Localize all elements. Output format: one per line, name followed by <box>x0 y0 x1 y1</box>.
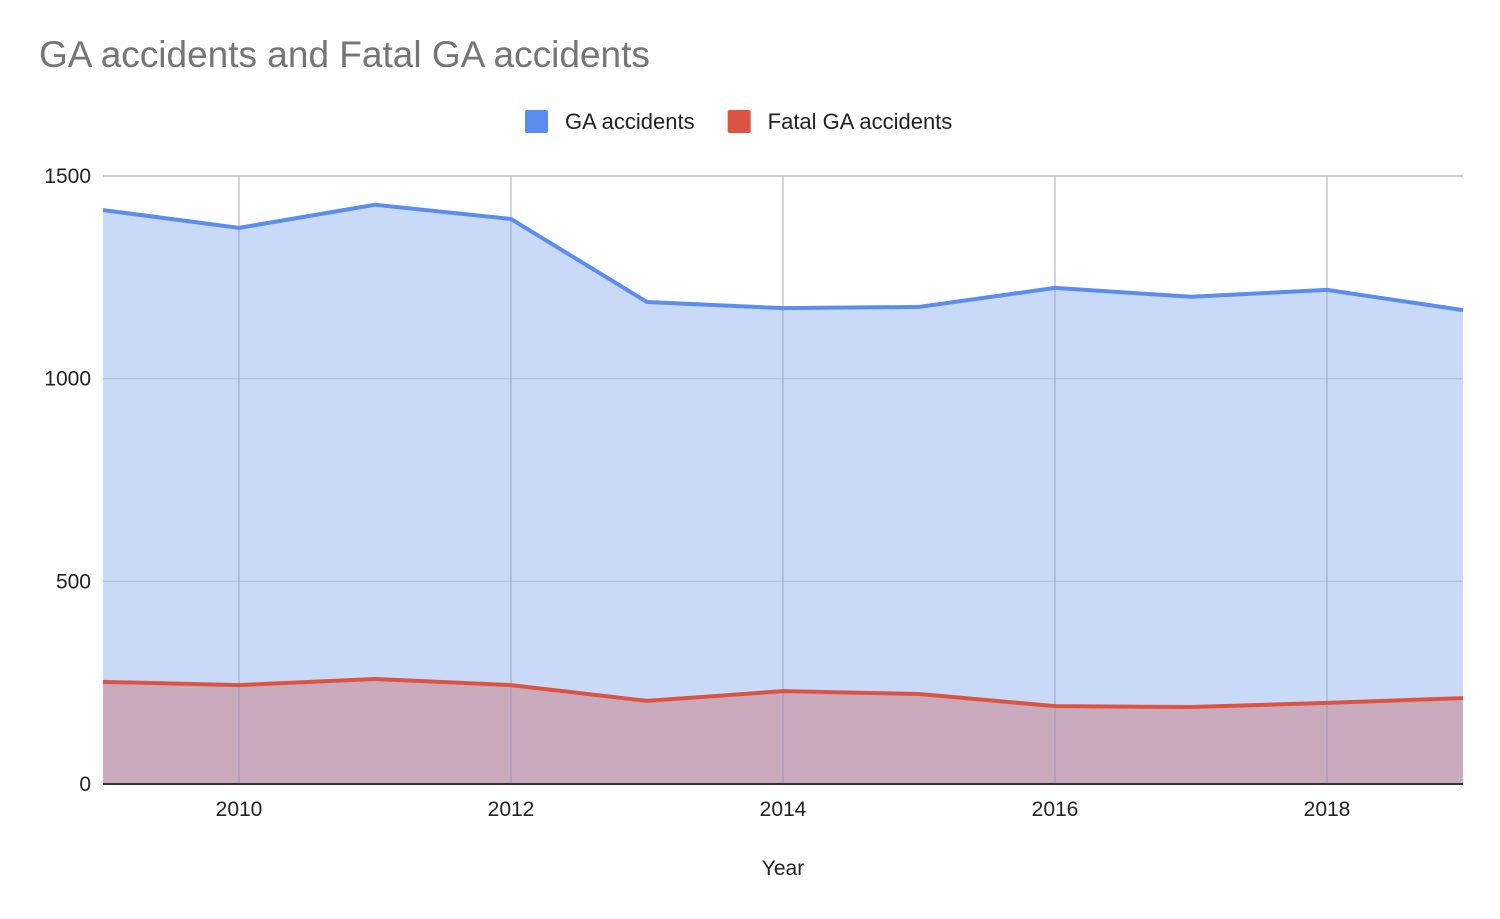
x-tick-label: 2014 <box>760 798 807 821</box>
y-tick-label: 500 <box>56 570 91 593</box>
x-tick-label: 2016 <box>1032 798 1079 821</box>
legend-swatch-0 <box>525 110 548 133</box>
x-axis-title: Year <box>762 857 804 880</box>
x-tick-label: 2018 <box>1304 798 1351 821</box>
legend-label-0: GA accidents <box>565 109 695 134</box>
x-tick-label: 2010 <box>216 798 263 821</box>
y-tick-label: 1000 <box>44 368 91 391</box>
legend-swatch-1 <box>727 110 751 133</box>
y-tick-label: 1500 <box>44 165 91 188</box>
y-tick-label: 0 <box>79 773 91 796</box>
chart-title: GA accidents and Fatal GA accidents <box>39 34 650 75</box>
x-tick-label: 2012 <box>488 798 535 821</box>
legend-label-1: Fatal GA accidents <box>768 109 953 134</box>
